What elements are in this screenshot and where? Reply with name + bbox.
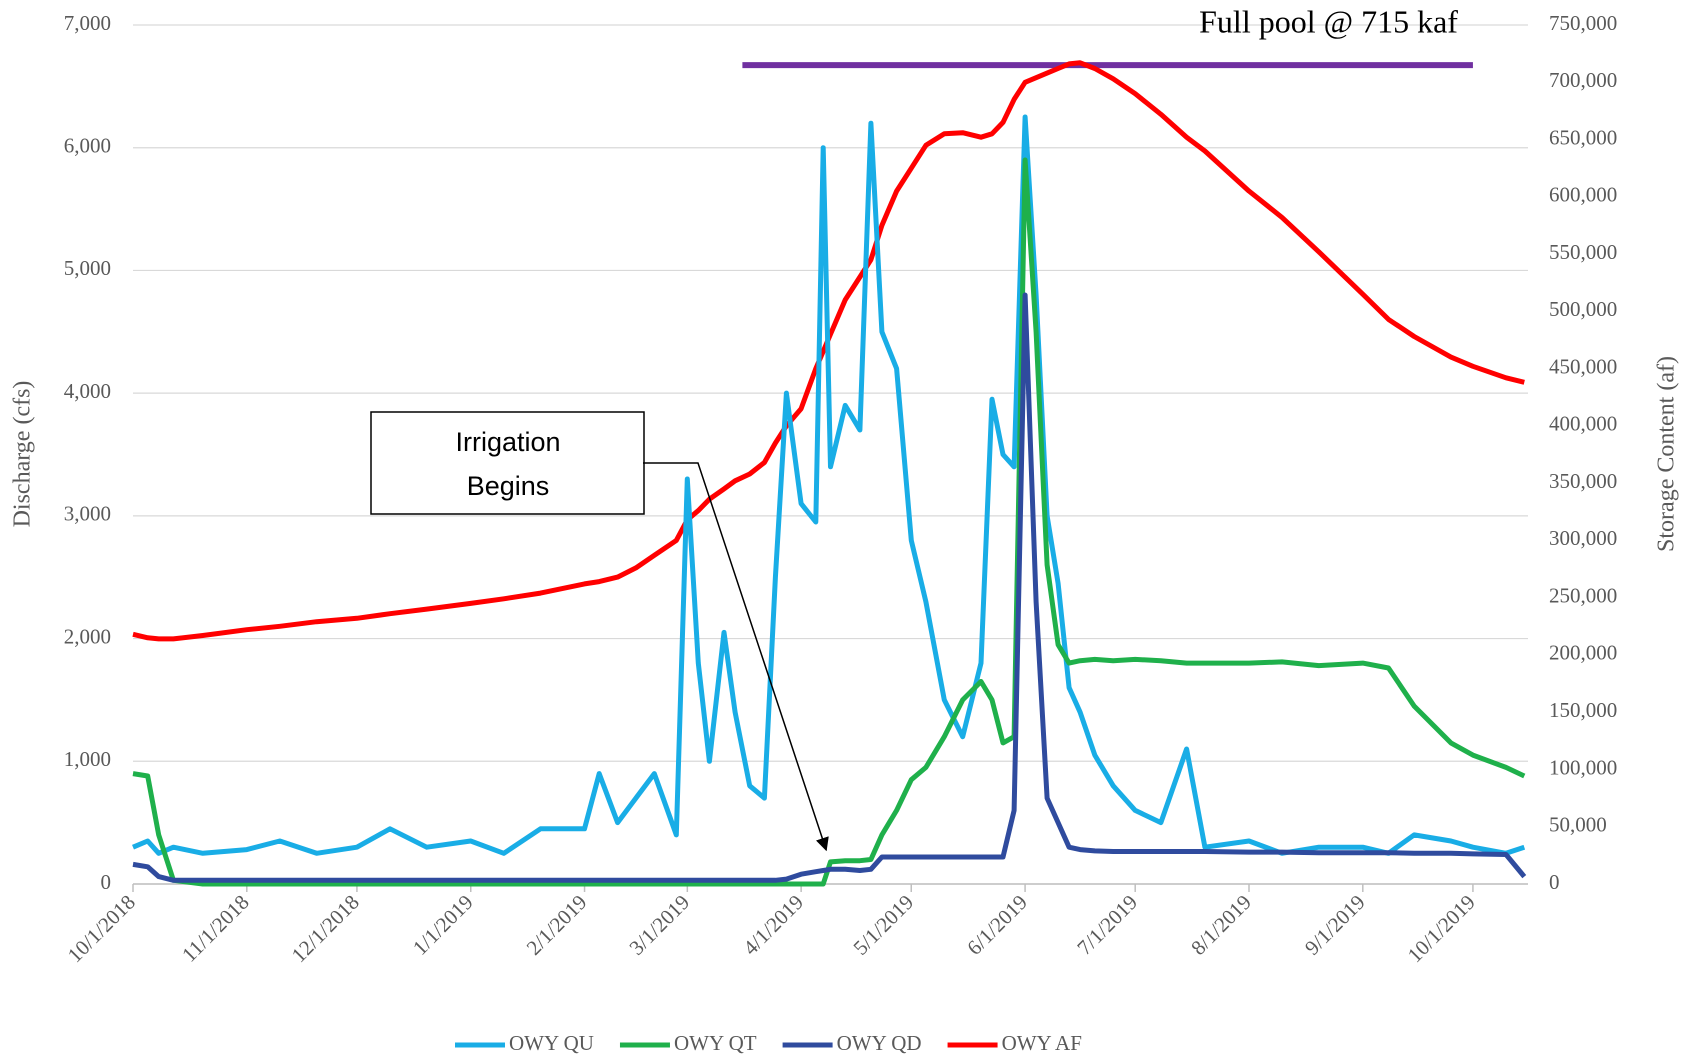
x-tick-label: 7/1/2019 [1072,890,1142,960]
x-tick-label: 1/1/2019 [408,890,478,960]
series-line [132,157,1526,887]
reference-label: Full pool @ 715 kaf [1199,3,1458,39]
y-tick-label: 7,000 [64,11,111,35]
x-tick-label: 8/1/2019 [1186,890,1256,960]
y2-tick-label: 400,000 [1549,412,1617,436]
y-tick-label: 4,000 [64,379,111,403]
x-tick-label: 5/1/2019 [848,890,918,960]
legend: OWY QU OWY QT OWY QD OWY AF [455,1031,1082,1055]
legend-label: OWY QT [674,1031,757,1055]
y-tick-label: 1,000 [64,747,111,771]
legend-label: OWY QD [837,1031,922,1055]
series-line [132,114,1526,856]
y-axis-title: Discharge (cfs) [10,381,36,528]
x-tick-label: 4/1/2019 [738,890,808,960]
y2-tick-label: 550,000 [1549,240,1617,264]
y2-tick-label: 0 [1549,870,1560,894]
y2-axis-title: Storage Content (af) [1654,356,1680,552]
y2-tick-label: 200,000 [1549,641,1617,665]
series-line [132,292,1527,883]
y-tick-label: 6,000 [64,134,111,158]
y-tick-label: 2,000 [64,624,111,648]
legend-label: OWY AF [1002,1031,1082,1055]
y2-tick-label: 500,000 [1549,297,1617,321]
annotation-text: Begins [467,471,550,501]
y-tick-label: 5,000 [64,256,111,280]
x-tick-label: 10/1/2019 [1403,890,1480,967]
x-tick-label: 9/1/2019 [1300,890,1370,960]
x-tick-label: 12/1/2018 [287,890,364,967]
y2-tick-label: 250,000 [1549,583,1617,607]
x-tick-label: 3/1/2019 [624,890,694,960]
annotation-arrow [643,462,829,852]
y2-tick-label: 50,000 [1549,813,1607,837]
y-tick-label: 0 [101,870,112,894]
y2-tick-label: 600,000 [1549,183,1617,207]
y2-tick-label: 150,000 [1549,698,1617,722]
x-tick-label: 2/1/2019 [522,890,592,960]
x-tick-label: 11/1/2018 [177,890,254,967]
x-tick-label: 10/1/2018 [63,890,140,967]
y-tick-label: 3,000 [64,502,111,526]
y2-tick-label: 450,000 [1549,354,1617,378]
y2-tick-label: 750,000 [1549,11,1617,35]
y2-tick-label: 100,000 [1549,755,1617,779]
y2-tick-label: 300,000 [1549,526,1617,550]
y2-tick-label: 650,000 [1549,125,1617,149]
annotation-text: Irrigation [455,427,560,457]
legend-label: OWY QU [509,1031,594,1055]
y2-tick-label: 700,000 [1549,68,1617,92]
y2-tick-label: 350,000 [1549,469,1617,493]
x-tick-label: 6/1/2019 [962,890,1032,960]
annotation-box [370,411,645,515]
series-line [132,60,1525,642]
